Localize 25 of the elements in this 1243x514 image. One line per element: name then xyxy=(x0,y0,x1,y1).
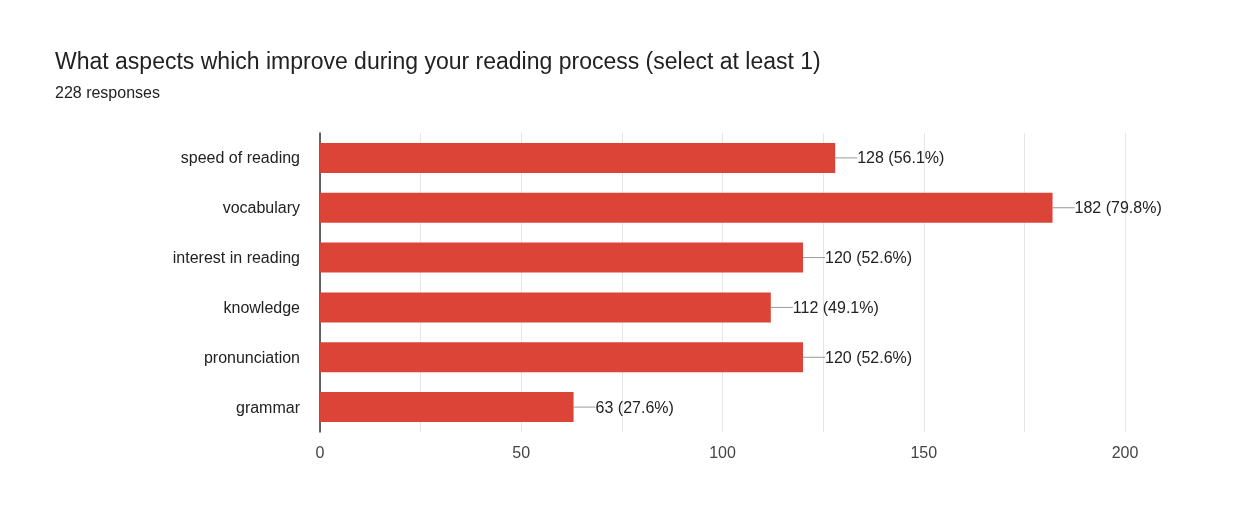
chart-title: What aspects which improve during your reading process (select at least 1) xyxy=(55,47,821,74)
y-tick-label: interest in reading xyxy=(172,249,300,267)
data-label: 128 (56.1%) xyxy=(857,149,945,167)
bar xyxy=(320,242,803,273)
y-tick-label: speed of reading xyxy=(180,149,300,167)
data-label: 182 (79.8%) xyxy=(1074,199,1162,217)
x-tick-label: 50 xyxy=(512,443,531,461)
x-tick-label: 150 xyxy=(910,443,938,461)
data-label: 120 (52.6%) xyxy=(825,348,913,366)
data-label: 120 (52.6%) xyxy=(825,249,913,267)
text: 228 responses xyxy=(55,83,160,101)
x-tick-label: 0 xyxy=(315,443,325,461)
y-tick-label: pronunciation xyxy=(203,348,300,366)
x-tick-label: 100 xyxy=(709,443,736,461)
bar xyxy=(320,292,771,323)
bar xyxy=(320,342,803,373)
bar xyxy=(320,392,574,423)
y-tick-label: knowledge xyxy=(223,298,301,316)
y-tick-label: vocabulary xyxy=(222,199,300,217)
data-label: 112 (49.1%) xyxy=(792,298,879,316)
y-tick-label: grammar xyxy=(235,398,301,416)
data-label: 63 (27.6%) xyxy=(595,398,674,416)
bar xyxy=(320,142,836,173)
x-tick-label: 200 xyxy=(1111,443,1139,461)
bar xyxy=(320,192,1053,223)
